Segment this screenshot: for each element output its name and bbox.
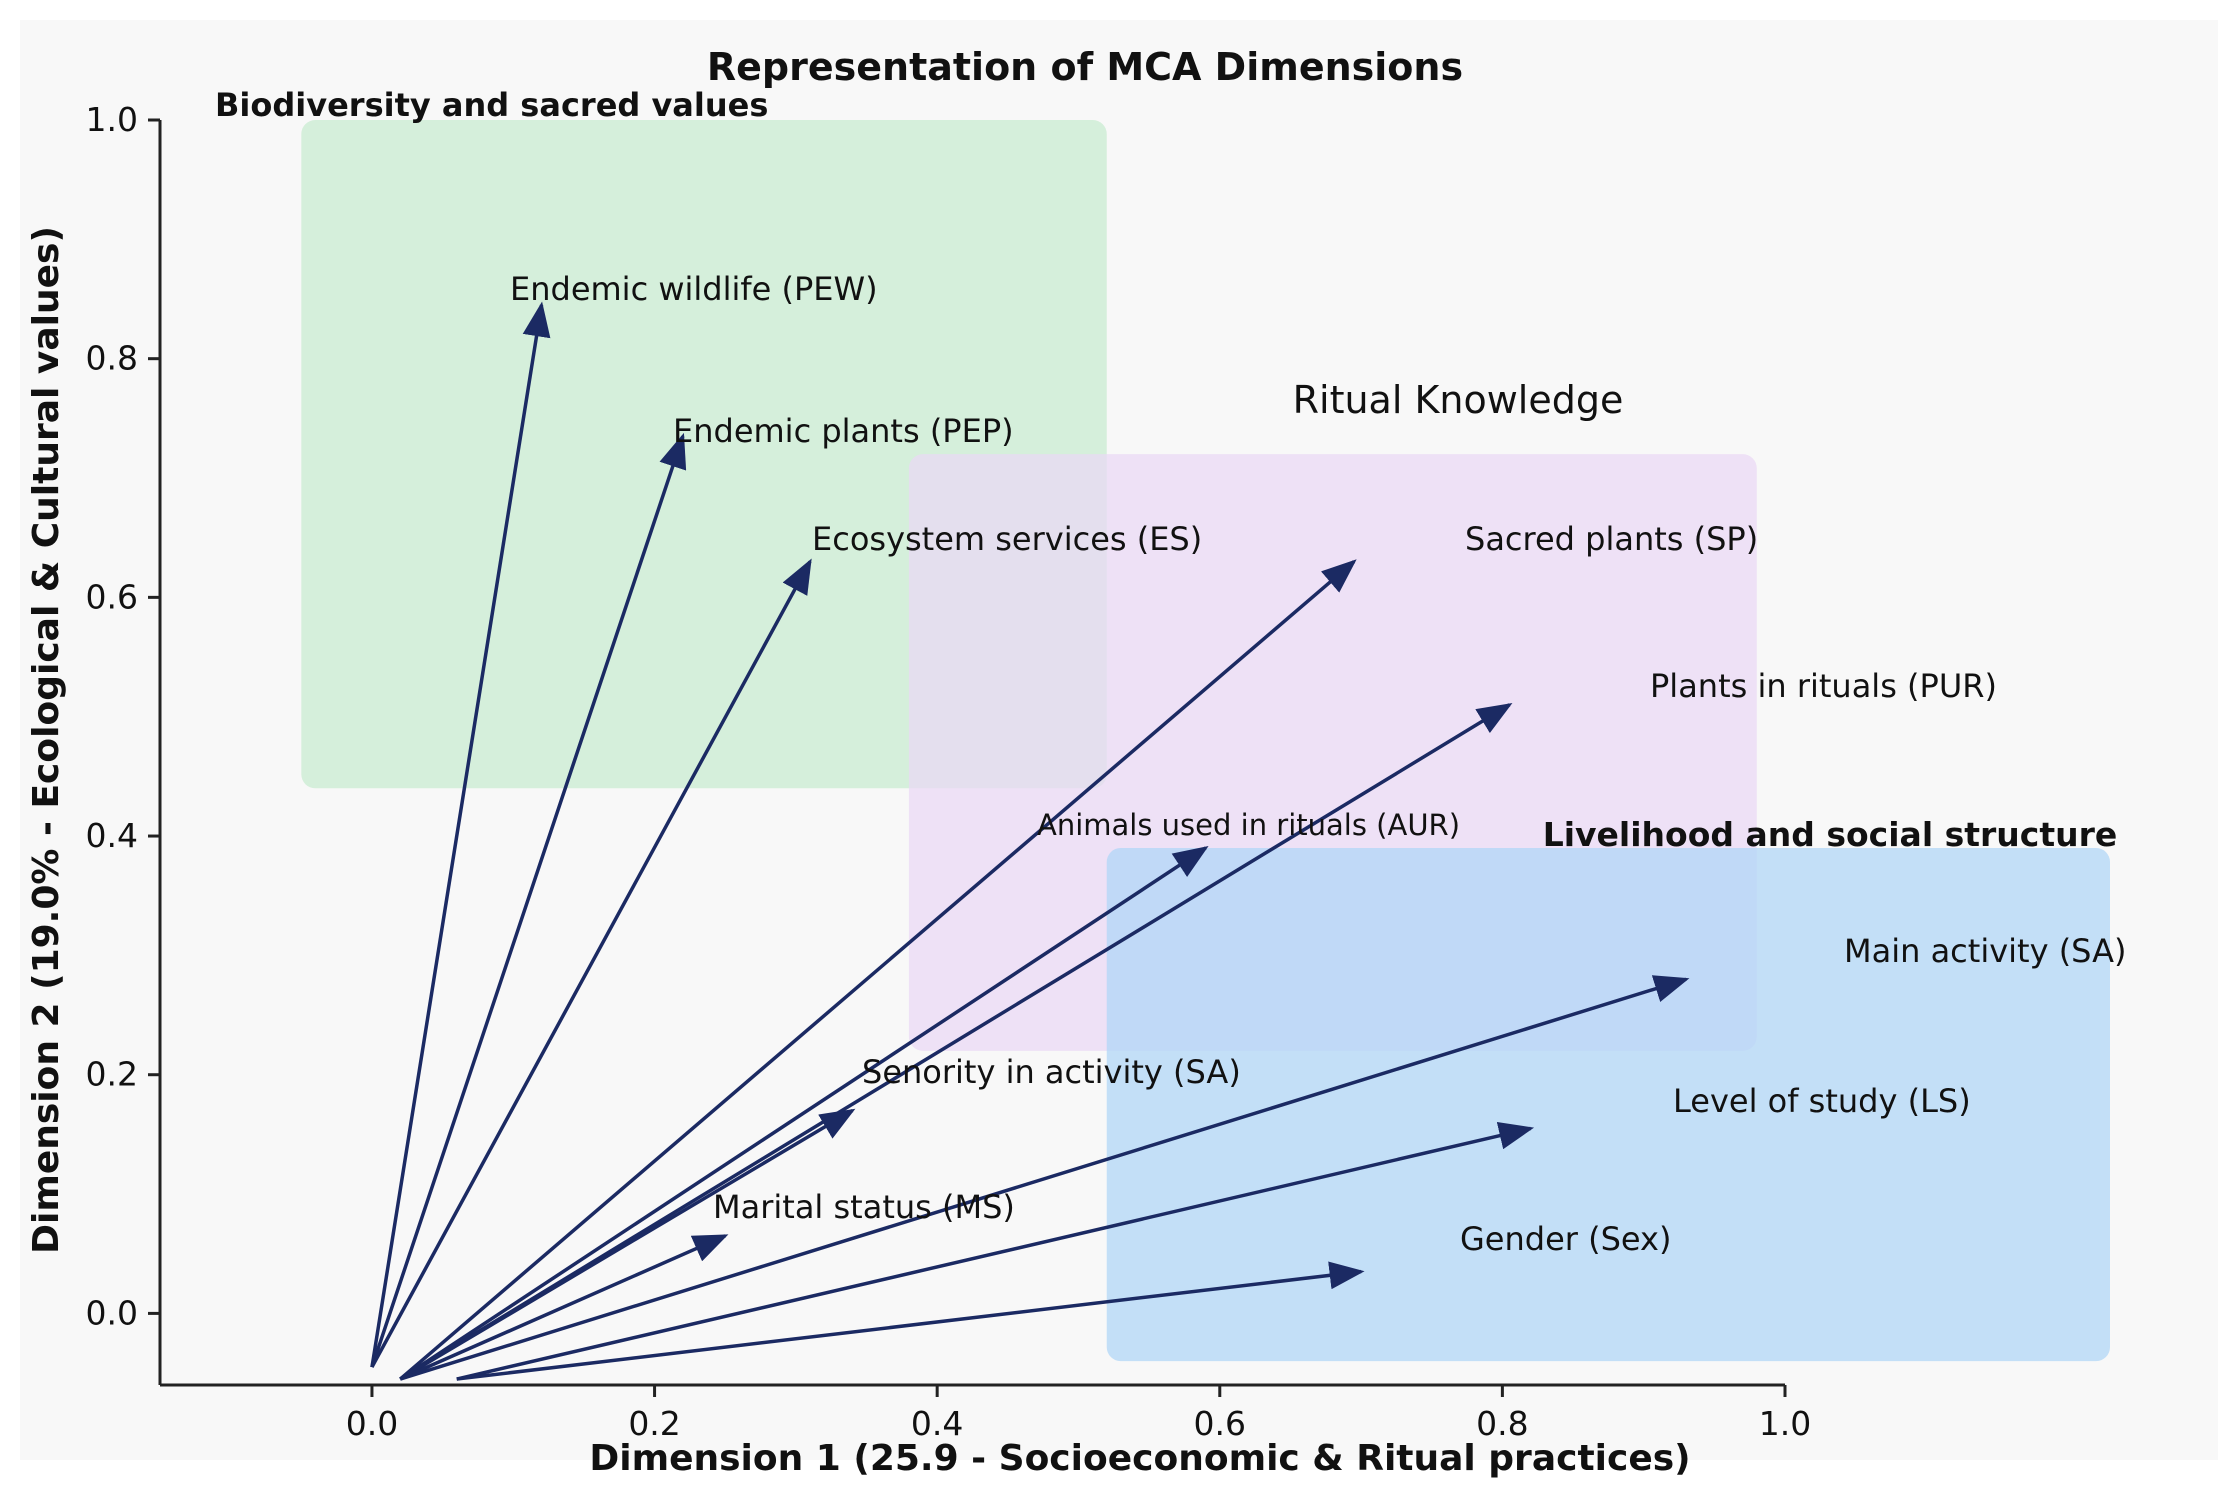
arrow-label-3: Sacred plants (SP): [1465, 520, 1758, 558]
x-tick-label-2: 0.4: [911, 1404, 963, 1443]
arrow-5: [399, 846, 1209, 1381]
y-tick-label-5: 1.0: [86, 100, 138, 139]
x-tick-label-0: 0.0: [346, 1404, 398, 1443]
arrow-7: [399, 1234, 729, 1381]
y-tick-label-4: 0.8: [86, 339, 138, 378]
arrow-label-8: Main activity (SA): [1844, 932, 2126, 970]
arrow-0: [370, 301, 551, 1368]
arrow-8: [399, 975, 1690, 1381]
region-0: [301, 120, 1107, 789]
arrow-label-9: Level of study (LS): [1673, 1082, 1971, 1120]
axes-layer: [158, 120, 1785, 1387]
arrow-6: [399, 1108, 856, 1381]
arrow-10: [456, 1261, 1365, 1381]
region-2: [1106, 847, 2110, 1362]
x-tick-label-5: 1.0: [1759, 1404, 1811, 1443]
y-tick-label-1: 0.2: [86, 1055, 138, 1094]
arrow-1: [370, 432, 687, 1368]
arrow-label-7: Marital status (MS): [713, 1188, 1015, 1226]
x-tick-label-4: 0.8: [1476, 1404, 1528, 1443]
y-axis-label: Dimension 2 (19.0% - Ecological & Cultur…: [26, 226, 67, 1254]
region-label-2: Livelihood and social structure: [1543, 815, 2118, 854]
x-tick-label-3: 0.6: [1194, 1404, 1246, 1443]
x-axis-label: Dimension 1 (25.9 - Socioeconomic & Ritu…: [589, 1438, 1690, 1479]
arrow-label-5: Animals used in rituals (AUR): [1037, 808, 1460, 842]
y-tick-label-0: 0.0: [86, 1293, 138, 1332]
arrow-2: [370, 558, 812, 1368]
y-tick-label-3: 0.6: [86, 577, 138, 616]
x-tick-label-1: 0.2: [628, 1404, 680, 1443]
arrow-label-6: Senority in activity (SA): [862, 1053, 1241, 1091]
region-label-1: Ritual Knowledge: [1293, 378, 1624, 422]
y-tick-label-2: 0.4: [86, 816, 138, 855]
region-label-0: Biodiversity and sacred values: [215, 86, 768, 124]
arrow-9: [456, 1121, 1535, 1381]
arrows-layer: [370, 301, 1690, 1381]
arrow-3: [399, 559, 1357, 1381]
arrow-label-2: Ecosystem services (ES): [812, 520, 1202, 558]
labels-layer: Biodiversity and sacred values Ritual Kno…: [215, 86, 2126, 1258]
arrow-4: [399, 702, 1513, 1381]
chart-title: Representation of MCA Dimensions: [707, 45, 1463, 89]
arrow-label-4: Plants in rituals (PUR): [1650, 667, 1997, 705]
arrow-label-0: Endemic wildlife (PEW): [510, 270, 878, 308]
arrow-label-10: Gender (Sex): [1460, 1220, 1671, 1258]
ticks-layer: 0.0 0.2 0.4 0.6 0.8 1.0 0.0 0.2 0.4 0.6 0.8 1.0: [86, 100, 1812, 1443]
regions-layer: [301, 120, 2110, 1362]
arrow-label-1: Endemic plants (PEP): [673, 412, 1014, 450]
